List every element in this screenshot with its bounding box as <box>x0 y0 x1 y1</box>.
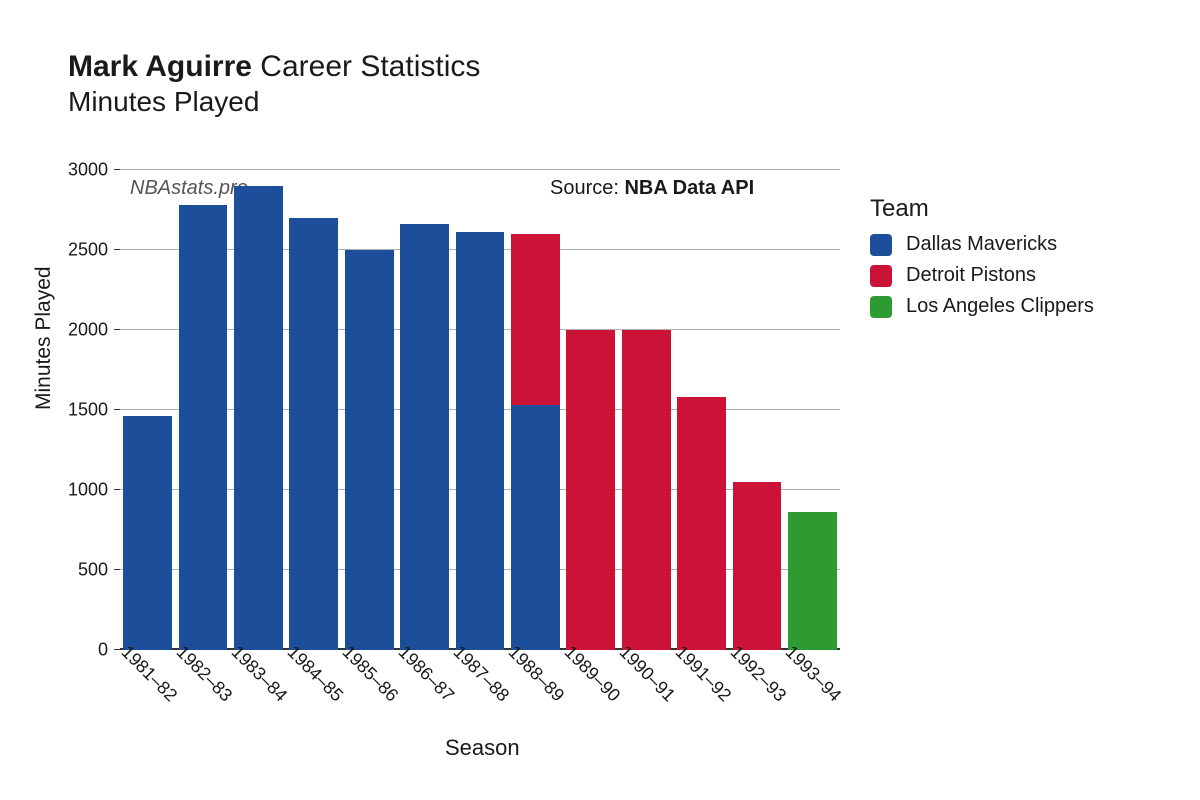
bar-segment <box>123 416 172 650</box>
bar-column <box>788 512 837 650</box>
y-tick-mark <box>114 169 120 171</box>
bar-column <box>566 330 615 650</box>
legend-swatch <box>870 234 892 256</box>
y-axis-label: Minutes Played <box>32 266 56 410</box>
bar-column <box>400 224 449 650</box>
bar-column <box>677 397 726 650</box>
legend-item: Dallas Mavericks <box>870 233 1094 256</box>
bar-column <box>511 234 560 650</box>
bar-segment <box>566 330 615 650</box>
bar-segment <box>622 330 671 650</box>
legend-swatch <box>870 296 892 318</box>
x-axis-label: Season <box>445 735 520 761</box>
bar-column <box>456 232 505 650</box>
y-tick-label: 500 <box>28 560 108 581</box>
player-name: Mark Aguirre <box>68 50 252 83</box>
legend-swatch <box>870 265 892 287</box>
bar-segment <box>234 186 283 650</box>
bar-segment <box>289 218 338 650</box>
bar-column <box>179 205 228 650</box>
legend-label: Dallas Mavericks <box>906 233 1057 256</box>
bar-column <box>733 482 782 650</box>
gridline <box>120 169 840 170</box>
bar-column <box>345 250 394 650</box>
bar-column <box>234 186 283 650</box>
bar-segment <box>733 482 782 650</box>
legend: Team Dallas Mavericks Detroit Pistons Los … <box>870 195 1094 326</box>
bar-column <box>123 416 172 650</box>
bar-segment <box>456 232 505 650</box>
legend-title: Team <box>870 195 1094 223</box>
y-tick-label: 1000 <box>28 480 108 501</box>
legend-label: Detroit Pistons <box>906 264 1036 287</box>
legend-item: Los Angeles Clippers <box>870 295 1094 318</box>
y-tick-label: 3000 <box>28 160 108 181</box>
y-tick-mark <box>114 409 120 411</box>
bar-column <box>622 330 671 650</box>
bar-segment <box>400 224 449 650</box>
y-tick-mark <box>114 569 120 571</box>
chart-title-block: Mark Aguirre Career Statistics Minutes P… <box>68 50 480 118</box>
y-tick-label: 0 <box>28 640 108 661</box>
bar-segment <box>788 512 837 650</box>
chart-subtitle: Minutes Played <box>68 86 480 118</box>
bar-segment <box>179 205 228 650</box>
legend-item: Detroit Pistons <box>870 264 1094 287</box>
y-tick-mark <box>114 329 120 331</box>
chart-title: Mark Aguirre Career Statistics <box>68 50 480 84</box>
bar-segment <box>511 405 560 650</box>
bar-segment <box>511 234 560 405</box>
bar-segment <box>677 397 726 650</box>
legend-label: Los Angeles Clippers <box>906 295 1094 318</box>
bar-segment <box>345 250 394 650</box>
y-tick-mark <box>114 489 120 491</box>
bar-column <box>289 218 338 650</box>
y-tick-mark <box>114 249 120 251</box>
plot-area: 0500100015002000250030001981–821982–8319… <box>120 170 840 650</box>
title-suffix: Career Statistics <box>260 50 480 83</box>
y-tick-label: 2500 <box>28 240 108 261</box>
